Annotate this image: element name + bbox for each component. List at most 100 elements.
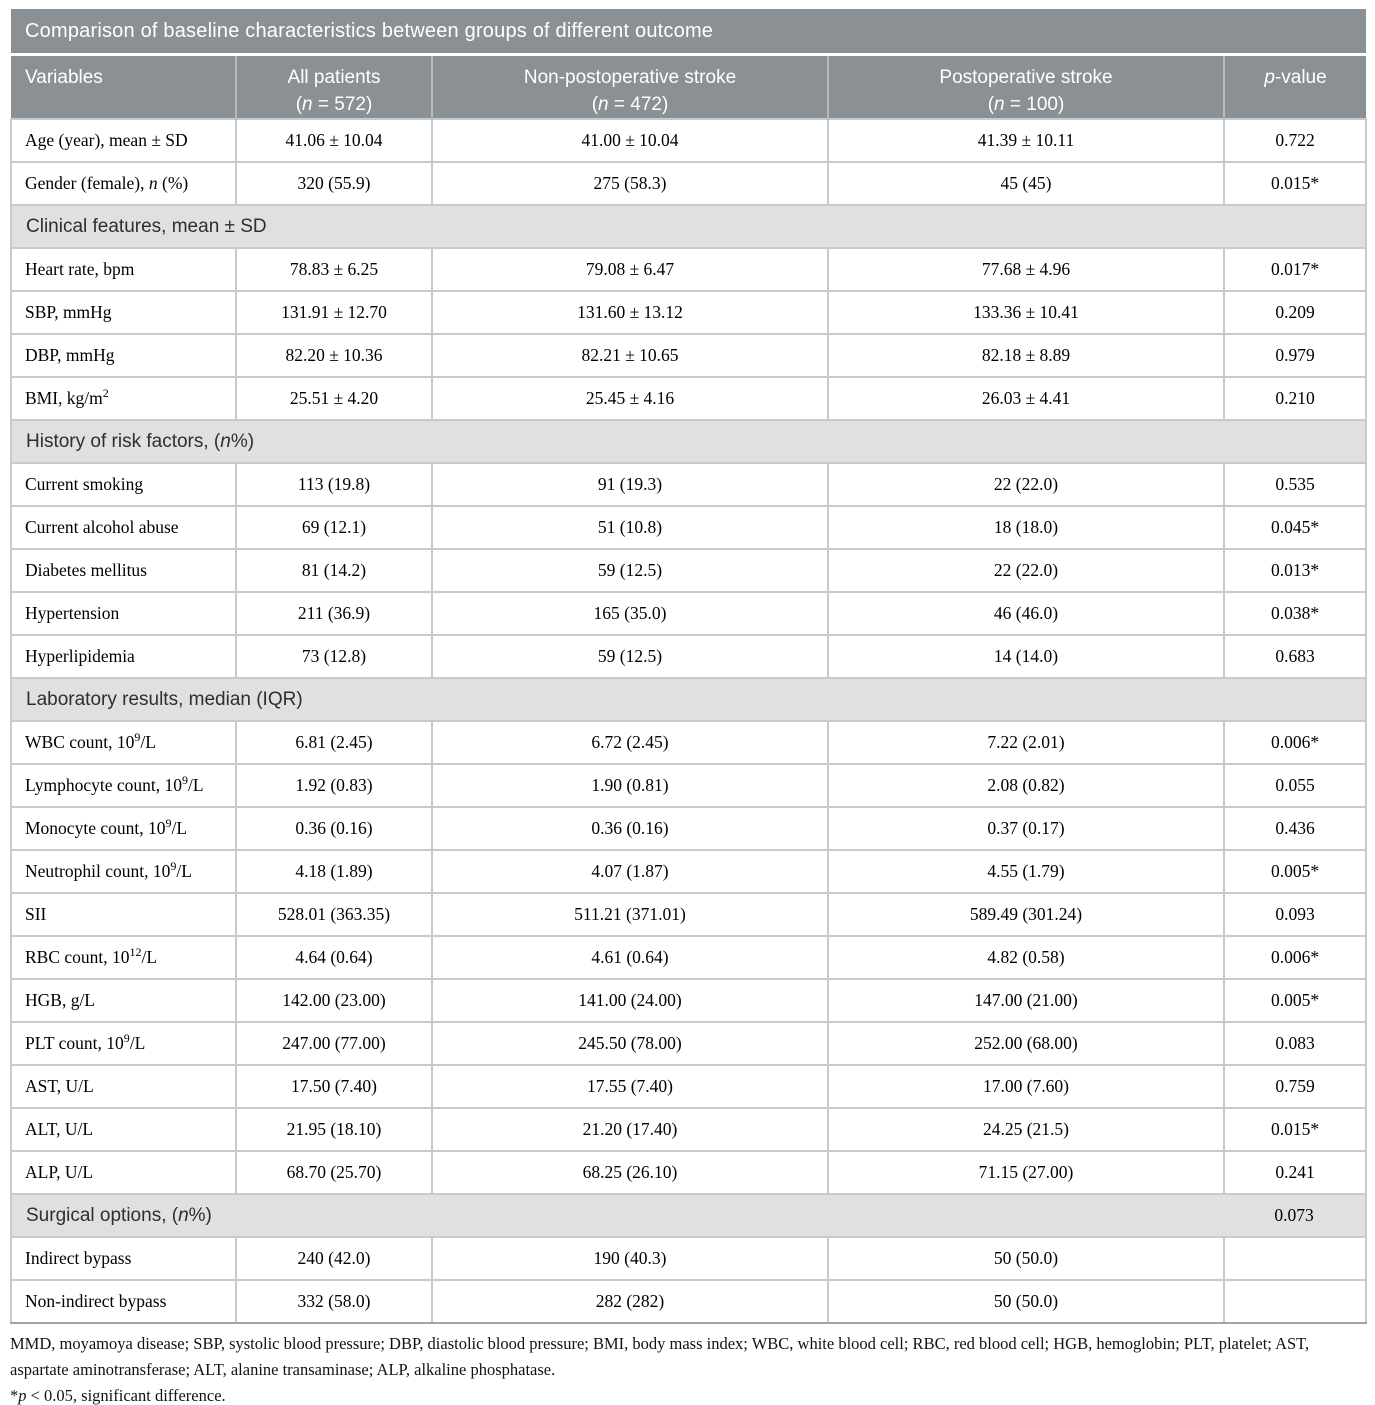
all-patients-cell: 78.83 ± 6.25 — [235, 247, 433, 293]
table-row: Current smoking 113 (19.8) 91 (19.3) 22 (22… — [10, 462, 1368, 508]
postoperative-stroke-cell: 50 (50.0) — [827, 1236, 1225, 1282]
all-patients-cell: 4.64 (0.64) — [235, 935, 433, 981]
non-postoperative-stroke-cell: 282 (282) — [431, 1279, 829, 1325]
postoperative-stroke-cell: 0.37 (0.17) — [827, 806, 1225, 852]
non-postoperative-stroke-cell: 59 (12.5) — [431, 634, 829, 680]
non-postoperative-stroke-cell: 190 (40.3) — [431, 1236, 829, 1282]
non-postoperative-stroke-cell: 245.50 (78.00) — [431, 1021, 829, 1067]
variable-cell: AST, U/L — [10, 1064, 237, 1110]
postoperative-stroke-cell: 17.00 (7.60) — [827, 1064, 1225, 1110]
all-patients-cell: 41.06 ± 10.04 — [235, 118, 433, 164]
table-row: Heart rate, bpm 78.83 ± 6.25 79.08 ± 6.47 7… — [10, 247, 1368, 293]
section-cell: Clinical features, mean ± SD — [9, 204, 1368, 250]
table-row: Diabetes mellitus 81 (14.2) 59 (12.5) 22 (2… — [10, 548, 1368, 594]
non-postoperative-stroke-cell: 91 (19.3) — [431, 462, 829, 508]
table-row: Current alcohol abuse 69 (12.1) 51 (10.8) 1… — [10, 505, 1368, 551]
p-value-cell: 0.005* — [1222, 849, 1368, 895]
p-value-cell: 0.535 — [1222, 462, 1368, 508]
variable-cell: BMI, kg/m2 — [10, 376, 237, 422]
table-row: Gender (female), n (%) 320 (55.9) 275 (58.… — [10, 161, 1368, 207]
non-postoperative-stroke-cell: 17.55 (7.40) — [431, 1064, 829, 1110]
postoperative-stroke-cell: 133.36 ± 10.41 — [827, 290, 1225, 336]
table-row: ALP, U/L 68.70 (25.70) 68.25 (26.10) 71.15 … — [10, 1150, 1368, 1196]
all-patients-cell: 68.70 (25.70) — [235, 1150, 433, 1196]
postoperative-stroke-cell: 26.03 ± 4.41 — [827, 376, 1225, 422]
p-value-cell: 0.017* — [1222, 247, 1368, 293]
table-row: HGB, g/L 142.00 (23.00) 141.00 (24.00) 147.… — [10, 978, 1368, 1024]
variable-cell: Hyperlipidemia — [10, 634, 237, 680]
non-postoperative-stroke-cell: 141.00 (24.00) — [431, 978, 829, 1024]
non-postoperative-stroke-cell: 131.60 ± 13.12 — [431, 290, 829, 336]
variable-cell: WBC count, 109/L — [10, 720, 237, 766]
column-header-non-postoperative-stroke: Non-postoperative stroke (n = 472) — [431, 54, 828, 120]
p-value-cell — [1222, 1236, 1368, 1282]
all-patients-cell: 69 (12.1) — [235, 505, 433, 551]
all-patients-cell: 4.18 (1.89) — [235, 849, 433, 895]
p-value-cell: 0.055 — [1222, 763, 1368, 809]
postoperative-stroke-cell: 82.18 ± 8.89 — [827, 333, 1225, 379]
column-header-p-value: p-value — [1222, 54, 1367, 120]
section-row: Surgical options, (n%) 0.073 — [9, 1193, 1368, 1239]
postoperative-stroke-cell: 46 (46.0) — [827, 591, 1225, 637]
postoperative-stroke-cell: 4.82 (0.58) — [827, 935, 1225, 981]
all-patients-cell: 320 (55.9) — [235, 161, 433, 207]
non-postoperative-stroke-cell: 21.20 (17.40) — [431, 1107, 829, 1153]
p-value-cell: 0.209 — [1222, 290, 1368, 336]
non-postoperative-stroke-cell: 25.45 ± 4.16 — [431, 376, 829, 422]
p-value-cell: 0.210 — [1222, 376, 1368, 422]
variable-cell: SBP, mmHg — [10, 290, 237, 336]
non-postoperative-stroke-cell: 51 (10.8) — [431, 505, 829, 551]
p-value-cell: 0.759 — [1222, 1064, 1368, 1110]
p-value-cell: 0.683 — [1222, 634, 1368, 680]
p-value-cell: 0.979 — [1222, 333, 1368, 379]
table-row: AST, U/L 17.50 (7.40) 17.55 (7.40) 17.00 (7… — [10, 1064, 1368, 1110]
postoperative-stroke-cell: 24.25 (21.5) — [827, 1107, 1225, 1153]
p-value-cell: 0.006* — [1222, 935, 1368, 981]
table-row: Non-indirect bypass 332 (58.0) 282 (282) 50… — [10, 1279, 1368, 1325]
non-postoperative-stroke-cell: 4.07 (1.87) — [431, 849, 829, 895]
variable-cell: Heart rate, bpm — [10, 247, 237, 293]
non-postoperative-stroke-cell: 41.00 ± 10.04 — [431, 118, 829, 164]
postoperative-stroke-cell: 252.00 (68.00) — [827, 1021, 1225, 1067]
table-row: SBP, mmHg 131.91 ± 12.70 131.60 ± 13.12 133… — [10, 290, 1368, 336]
all-patients-cell: 73 (12.8) — [235, 634, 433, 680]
table-row: PLT count, 109/L 247.00 (77.00) 245.50 (78… — [10, 1021, 1368, 1067]
table-row: BMI, kg/m2 25.51 ± 4.20 25.45 ± 4.16 26.03 … — [10, 376, 1368, 422]
table-row: Age (year), mean ± SD 41.06 ± 10.04 41.00 … — [10, 118, 1368, 164]
variable-cell: SII — [10, 892, 237, 938]
variable-cell: Gender (female), n (%) — [10, 161, 237, 207]
non-postoperative-stroke-cell: 79.08 ± 6.47 — [431, 247, 829, 293]
postoperative-stroke-cell: 22 (22.0) — [827, 462, 1225, 508]
non-postoperative-stroke-cell: 68.25 (26.10) — [431, 1150, 829, 1196]
section-label: Clinical features, mean ± SD — [26, 215, 267, 237]
non-postoperative-stroke-cell: 82.21 ± 10.65 — [431, 333, 829, 379]
all-patients-cell: 247.00 (77.00) — [235, 1021, 433, 1067]
non-postoperative-stroke-cell: 0.36 (0.16) — [431, 806, 829, 852]
non-postoperative-stroke-cell: 165 (35.0) — [431, 591, 829, 637]
variable-cell: HGB, g/L — [10, 978, 237, 1024]
postoperative-stroke-cell: 41.39 ± 10.11 — [827, 118, 1225, 164]
section-row: Clinical features, mean ± SD — [9, 204, 1368, 250]
header-row: Variables All patients (n = 572) Non-post… — [11, 54, 1367, 120]
section-cell: Laboratory results, median (IQR) — [9, 677, 1368, 723]
variable-cell: Neutrophil count, 109/L — [10, 849, 237, 895]
variable-cell: Indirect bypass — [10, 1236, 237, 1282]
variable-cell: ALP, U/L — [10, 1150, 237, 1196]
postoperative-stroke-cell: 14 (14.0) — [827, 634, 1225, 680]
variable-cell: Non-indirect bypass — [10, 1279, 237, 1325]
section-row: History of risk factors, (n%) — [9, 419, 1368, 465]
variable-cell: PLT count, 109/L — [10, 1021, 237, 1067]
p-value-cell: 0.241 — [1222, 1150, 1368, 1196]
postoperative-stroke-cell: 50 (50.0) — [827, 1279, 1225, 1325]
p-value-cell: 0.722 — [1222, 118, 1368, 164]
postoperative-stroke-cell: 18 (18.0) — [827, 505, 1225, 551]
postoperative-stroke-cell: 45 (45) — [827, 161, 1225, 207]
table-row: RBC count, 1012/L 4.64 (0.64) 4.61 (0.64) 4… — [10, 935, 1368, 981]
table-row: Neutrophil count, 109/L 4.18 (1.89) 4.07 (… — [10, 849, 1368, 895]
all-patients-cell: 6.81 (2.45) — [235, 720, 433, 766]
table-row: Monocyte count, 109/L 0.36 (0.16) 0.36 (0.… — [10, 806, 1368, 852]
all-patients-cell: 142.00 (23.00) — [235, 978, 433, 1024]
variable-cell: Diabetes mellitus — [10, 548, 237, 594]
all-patients-cell: 332 (58.0) — [235, 1279, 433, 1325]
